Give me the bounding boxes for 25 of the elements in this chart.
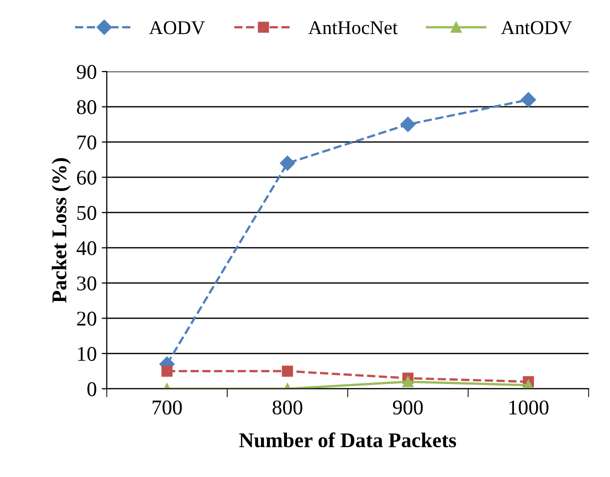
x-tick-label: 800: [272, 400, 302, 415]
point: [280, 156, 296, 171]
legend-label: AntODV: [501, 21, 572, 34]
y-tick-label: 90: [76, 64, 96, 79]
x-axis-title: Number of Data Packets: [239, 432, 456, 448]
point: [402, 376, 414, 388]
x-tick-label: 900: [392, 400, 423, 415]
legend-label: AntHocNet: [308, 21, 398, 34]
y-tick-label: 20: [77, 312, 96, 326]
point: [161, 366, 173, 377]
point: [282, 366, 294, 377]
point: [400, 116, 416, 132]
y-tick-label: 10: [78, 346, 96, 361]
y-tick-label: 80: [76, 100, 96, 114]
y-tick-label: 60: [77, 170, 96, 185]
y-axis-title: Packet Loss (%): [52, 158, 71, 303]
x-tick-label: 1000: [509, 400, 548, 415]
y-tick-label: 30: [77, 276, 96, 290]
y-tick-label: 50: [77, 206, 96, 220]
point: [520, 92, 536, 108]
y-tick-label: 0: [87, 382, 96, 396]
x-tick-label: 700: [152, 400, 182, 415]
y-tick-label: 40: [76, 241, 96, 256]
y-tick-label: 70: [78, 135, 96, 150]
legend-label: AODV: [149, 21, 205, 34]
